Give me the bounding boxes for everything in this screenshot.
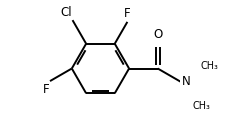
- Text: N: N: [182, 75, 191, 88]
- Text: O: O: [153, 28, 162, 42]
- Text: CH₃: CH₃: [193, 101, 210, 111]
- Text: Cl: Cl: [60, 6, 72, 19]
- Text: CH₃: CH₃: [200, 61, 218, 71]
- Text: F: F: [43, 83, 49, 96]
- Text: F: F: [124, 7, 131, 20]
